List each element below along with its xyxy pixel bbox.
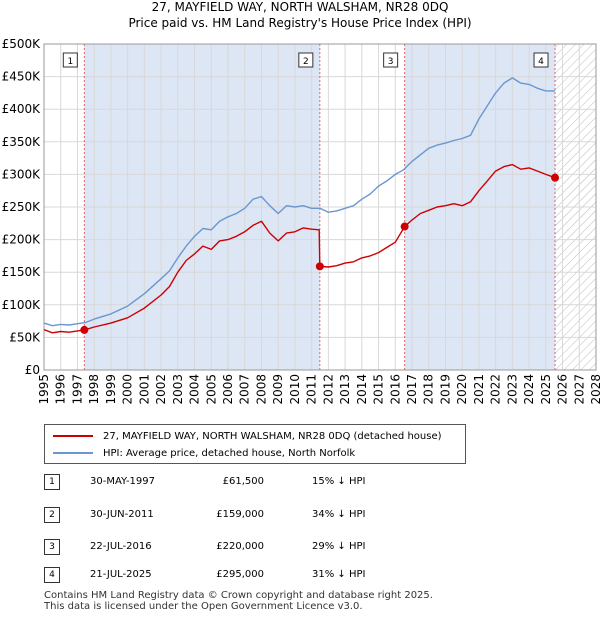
chart-subtitle: Price paid vs. HM Land Registry's House … [128, 16, 472, 30]
sale-marker-box [62, 52, 78, 68]
y-tick-label: £150K [2, 265, 42, 279]
sale-price: £159,000 [216, 509, 264, 520]
sale-price: £220,000 [216, 541, 264, 552]
x-tick-label: 2016 [388, 374, 402, 405]
y-tick-label: £500K [2, 37, 42, 51]
sale-row: 1 30-MAY-1997 £61,500 15% ↓ HPI [44, 474, 564, 492]
sale-number-badge: 3 [44, 539, 60, 555]
sale-hpi-diff: 31% ↓ HPI [312, 569, 366, 580]
legend-label-price: 27, MAYFIELD WAY, NORTH WALSHAM, NR28 0D… [103, 430, 442, 442]
x-tick-label: 2000 [121, 374, 135, 405]
x-tick-label: 2021 [472, 374, 486, 405]
x-tick-label: 2009 [271, 374, 285, 405]
legend-swatch-hpi [53, 452, 93, 454]
chart-legend: 27, MAYFIELD WAY, NORTH WALSHAM, NR28 0D… [44, 424, 466, 464]
y-tick-label: £100K [2, 298, 42, 312]
x-tick-label: 2004 [188, 374, 202, 405]
x-tick-label: 2023 [505, 374, 519, 405]
footer-attribution: Contains HM Land Registry data © Crown c… [44, 590, 433, 612]
x-tick-label: 2017 [405, 374, 419, 405]
x-tick-label: 2022 [489, 374, 503, 405]
x-tick-label: 2012 [321, 374, 335, 405]
sale-date: 30-JUN-2011 [90, 509, 154, 520]
y-tick-label: £50K [9, 330, 41, 344]
sale-point [400, 222, 409, 231]
legend-item-hpi: HPI: Average price, detached house, Nort… [53, 445, 355, 461]
sale-price: £295,000 [216, 569, 264, 580]
sale-point [315, 262, 324, 271]
sale-date: 30-MAY-1997 [90, 476, 156, 487]
x-tick-label: 1997 [70, 374, 84, 405]
legend-label-hpi: HPI: Average price, detached house, Nort… [103, 447, 356, 459]
sale-number-badge: 2 [44, 507, 60, 523]
y-tick-label: £300K [2, 167, 42, 181]
x-tick-label: 2027 [572, 374, 586, 405]
y-tick-label: £450K [2, 70, 42, 84]
x-tick-label: 1995 [37, 374, 51, 405]
sale-marker-box [298, 52, 314, 68]
legend-item-price: 27, MAYFIELD WAY, NORTH WALSHAM, NR28 0D… [53, 428, 442, 444]
sale-marker-label: 2 [303, 57, 309, 67]
x-tick-label: 2026 [556, 374, 570, 405]
x-tick-label: 2001 [137, 374, 151, 405]
sale-hpi-diff: 29% ↓ HPI [312, 541, 366, 552]
chart-title-address: 27, MAYFIELD WAY, NORTH WALSHAM, NR28 0D… [151, 0, 449, 14]
x-tick-label: 2013 [338, 374, 352, 405]
sale-hpi-diff: 15% ↓ HPI [312, 476, 366, 487]
sale-marker-box [533, 52, 549, 68]
y-tick-label: £250K [2, 200, 42, 214]
x-tick-label: 2015 [372, 374, 386, 405]
sale-row: 3 22-JUL-2016 £220,000 29% ↓ HPI [44, 539, 564, 557]
sale-row: 4 21-JUL-2025 £295,000 31% ↓ HPI [44, 567, 564, 585]
x-tick-label: 2014 [355, 374, 369, 405]
x-tick-label: 2003 [171, 374, 185, 405]
sale-marker-label: 1 [67, 57, 73, 67]
hpi-line [43, 77, 555, 327]
sale-point [551, 173, 560, 182]
x-tick-label: 1999 [104, 374, 118, 405]
sale-marker-box [383, 52, 399, 68]
x-tick-label: 1996 [54, 374, 68, 405]
sale-marker-label: 4 [538, 57, 544, 67]
y-tick-label: £200K [2, 233, 42, 247]
legend-swatch-price [53, 435, 93, 437]
x-tick-label: 2028 [589, 374, 600, 405]
sale-date: 22-JUL-2016 [90, 541, 152, 552]
y-tick-label: £0 [25, 363, 40, 377]
x-tick-label: 2024 [522, 374, 536, 405]
sale-row: 2 30-JUN-2011 £159,000 34% ↓ HPI [44, 507, 564, 525]
x-tick-label: 2005 [204, 374, 218, 405]
x-tick-label: 2011 [305, 374, 319, 405]
footer-line-licence: This data is licensed under the Open Gov… [44, 601, 363, 612]
x-tick-label: 2020 [455, 374, 469, 405]
x-tick-label: 2018 [422, 374, 436, 405]
x-tick-label: 2002 [154, 374, 168, 405]
x-tick-label: 1998 [87, 374, 101, 405]
x-tick-label: 2019 [438, 374, 452, 405]
y-tick-label: £350K [2, 135, 42, 149]
price-chart: £0 £50K £100K £150K £200K £250K £300K £350K £400… [2, 37, 600, 405]
x-tick-label: 2008 [254, 374, 268, 405]
x-tick-label: 2006 [221, 374, 235, 405]
sale-number-badge: 4 [44, 567, 60, 583]
price-paid-line [43, 163, 556, 334]
x-tick-label: 2010 [288, 374, 302, 405]
x-tick-label: 2007 [238, 374, 252, 405]
sale-date: 21-JUL-2025 [90, 569, 152, 580]
footer-line-copyright: Contains HM Land Registry data © Crown c… [44, 590, 433, 601]
sale-point [80, 325, 89, 334]
x-tick-label: 2025 [539, 374, 553, 405]
sale-marker-label: 3 [388, 57, 394, 67]
y-tick-label: £400K [2, 102, 42, 116]
sale-number-badge: 1 [44, 474, 60, 490]
sale-price: £61,500 [222, 476, 264, 487]
sale-hpi-diff: 34% ↓ HPI [312, 509, 366, 520]
